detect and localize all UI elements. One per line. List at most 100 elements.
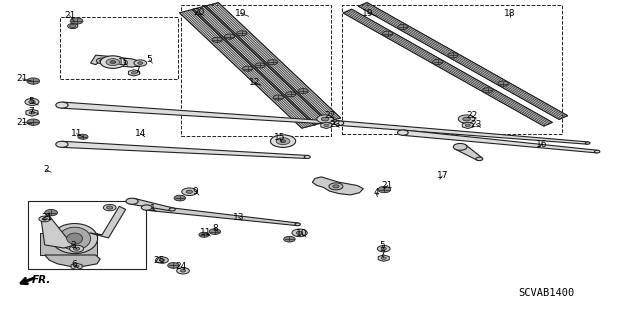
- Polygon shape: [204, 6, 328, 122]
- Ellipse shape: [100, 60, 104, 62]
- Ellipse shape: [273, 95, 284, 100]
- Ellipse shape: [159, 259, 164, 261]
- Ellipse shape: [329, 183, 343, 190]
- Polygon shape: [61, 102, 339, 125]
- Ellipse shape: [70, 18, 83, 24]
- Polygon shape: [130, 198, 173, 211]
- Text: 6: 6: [72, 260, 77, 269]
- Text: 23: 23: [470, 120, 482, 129]
- Ellipse shape: [237, 31, 247, 36]
- Text: 20: 20: [193, 8, 205, 17]
- Polygon shape: [41, 216, 73, 248]
- Ellipse shape: [381, 248, 387, 250]
- Ellipse shape: [255, 63, 265, 68]
- Ellipse shape: [324, 124, 329, 127]
- Text: 12: 12: [249, 78, 260, 86]
- Polygon shape: [45, 255, 100, 266]
- Text: 4: 4: [373, 188, 379, 197]
- Text: 11: 11: [200, 228, 211, 237]
- Polygon shape: [216, 3, 340, 119]
- Text: SCVAB1400: SCVAB1400: [518, 288, 574, 298]
- Polygon shape: [145, 205, 298, 226]
- Ellipse shape: [25, 99, 39, 105]
- Ellipse shape: [321, 117, 329, 121]
- Polygon shape: [191, 9, 316, 125]
- Polygon shape: [26, 109, 38, 116]
- Polygon shape: [192, 9, 317, 125]
- Ellipse shape: [285, 92, 296, 97]
- Ellipse shape: [433, 59, 443, 64]
- Text: 22: 22: [324, 111, 335, 120]
- Text: 11: 11: [71, 129, 83, 138]
- Bar: [181, 4, 331, 136]
- Ellipse shape: [106, 59, 120, 65]
- Polygon shape: [455, 145, 482, 160]
- Ellipse shape: [268, 60, 278, 65]
- Polygon shape: [358, 5, 561, 119]
- Ellipse shape: [498, 81, 508, 86]
- Text: 7: 7: [380, 250, 385, 259]
- Ellipse shape: [42, 218, 47, 220]
- Ellipse shape: [177, 268, 189, 274]
- Text: 7: 7: [28, 107, 34, 116]
- Ellipse shape: [169, 208, 175, 211]
- Ellipse shape: [453, 144, 467, 150]
- Ellipse shape: [141, 205, 152, 210]
- Text: 23: 23: [329, 120, 340, 129]
- Ellipse shape: [280, 140, 286, 143]
- Ellipse shape: [78, 134, 88, 139]
- Ellipse shape: [67, 233, 83, 244]
- Polygon shape: [208, 5, 333, 121]
- Bar: [60, 17, 178, 79]
- Text: 19: 19: [235, 9, 246, 18]
- Ellipse shape: [59, 227, 91, 250]
- Text: 21: 21: [17, 118, 28, 127]
- Text: 21: 21: [17, 74, 28, 83]
- Ellipse shape: [295, 223, 300, 226]
- Ellipse shape: [225, 34, 235, 39]
- Ellipse shape: [595, 150, 600, 153]
- Ellipse shape: [199, 232, 209, 237]
- Ellipse shape: [134, 60, 147, 66]
- Ellipse shape: [131, 71, 136, 74]
- Polygon shape: [378, 255, 389, 261]
- Ellipse shape: [378, 186, 391, 193]
- Polygon shape: [312, 177, 364, 195]
- Text: 3: 3: [70, 241, 76, 250]
- Text: 8: 8: [212, 224, 218, 233]
- Ellipse shape: [276, 138, 290, 145]
- Bar: [28, 201, 146, 269]
- Polygon shape: [321, 122, 332, 129]
- Text: 13: 13: [233, 212, 244, 222]
- Ellipse shape: [483, 88, 493, 93]
- Text: 22: 22: [466, 111, 477, 120]
- Ellipse shape: [586, 142, 590, 144]
- Ellipse shape: [56, 141, 68, 147]
- Polygon shape: [365, 3, 568, 116]
- Ellipse shape: [271, 135, 296, 147]
- Ellipse shape: [397, 130, 408, 135]
- Ellipse shape: [110, 61, 116, 63]
- Ellipse shape: [458, 115, 475, 123]
- Ellipse shape: [383, 31, 392, 36]
- Text: 14: 14: [134, 129, 146, 138]
- Polygon shape: [212, 4, 337, 120]
- Ellipse shape: [156, 257, 168, 263]
- Ellipse shape: [27, 119, 40, 125]
- Ellipse shape: [476, 157, 483, 160]
- Polygon shape: [188, 10, 312, 126]
- Polygon shape: [91, 55, 143, 67]
- Ellipse shape: [186, 190, 193, 193]
- Ellipse shape: [45, 210, 58, 216]
- Polygon shape: [346, 11, 549, 125]
- Ellipse shape: [304, 155, 310, 159]
- Ellipse shape: [378, 246, 390, 252]
- Ellipse shape: [317, 115, 333, 123]
- Ellipse shape: [106, 206, 113, 209]
- Ellipse shape: [448, 53, 458, 58]
- Text: 19: 19: [362, 9, 374, 18]
- Polygon shape: [129, 70, 140, 76]
- Ellipse shape: [243, 66, 253, 71]
- Ellipse shape: [68, 24, 78, 29]
- Text: 5: 5: [147, 56, 152, 64]
